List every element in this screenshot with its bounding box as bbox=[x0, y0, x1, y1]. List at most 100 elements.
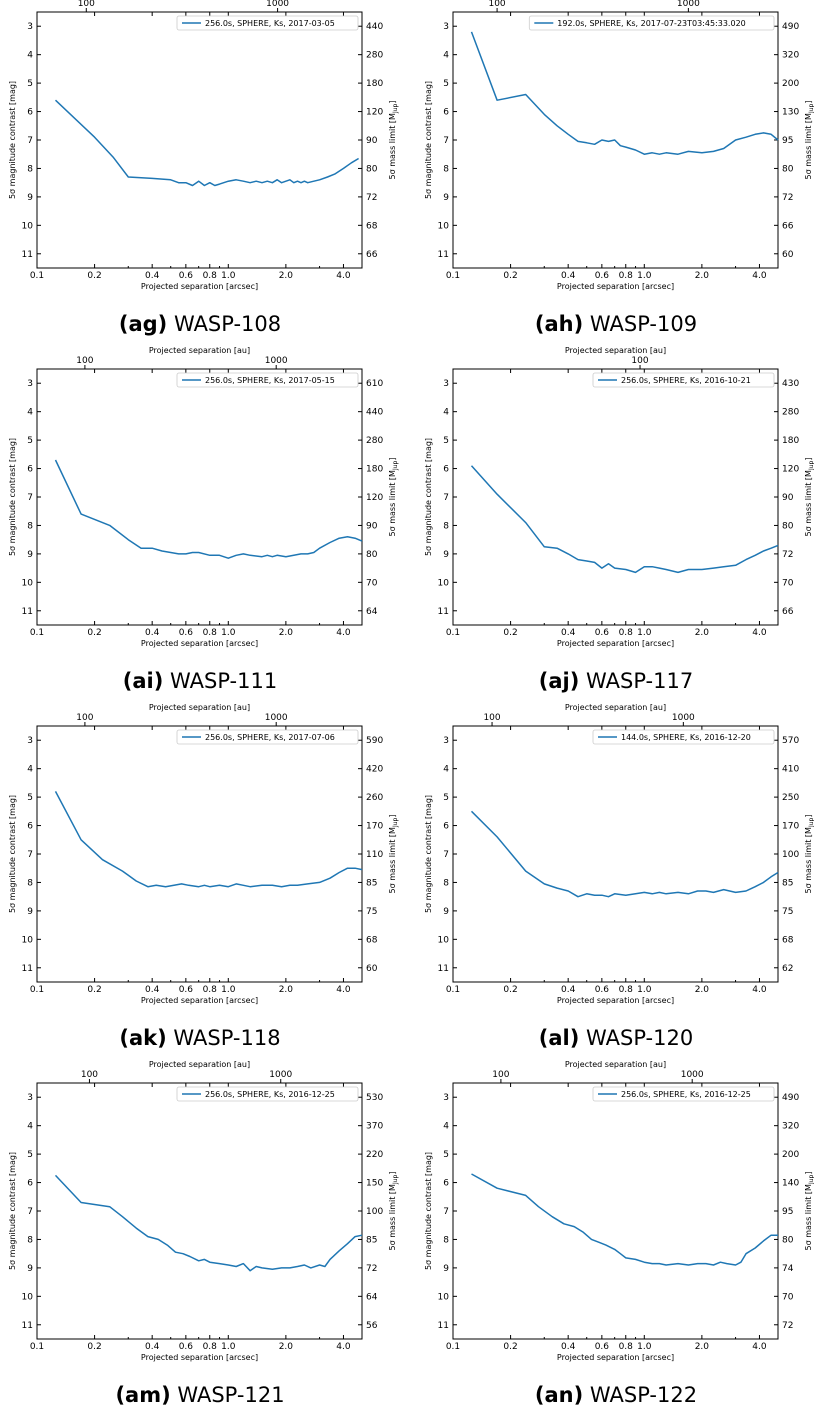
x-tick-label: 1.0 bbox=[637, 1342, 652, 1352]
plot-frame bbox=[36, 368, 363, 626]
y2-axis-label: 5σ mass limit [MJup] bbox=[804, 815, 814, 894]
y2-tick-label: 570 bbox=[782, 736, 799, 746]
y-axis-label: 5σ magnitude contrast [mag] bbox=[424, 1152, 433, 1270]
caption-target-name: WASP-108 bbox=[173, 312, 282, 336]
x2-tick-label: 100 bbox=[488, 0, 505, 9]
y2-tick-label: 320 bbox=[782, 1122, 799, 1132]
x-tick-label: 0.2 bbox=[87, 1342, 101, 1352]
y2-tick-label: 280 bbox=[782, 408, 799, 418]
y-tick-label: 5 bbox=[443, 793, 449, 803]
y-tick-label: 3 bbox=[443, 736, 449, 746]
legend-entry: 256.0s, SPHERE, Ks, 2016-12-25 bbox=[621, 1090, 751, 1099]
y2-tick-label: 85 bbox=[366, 1235, 377, 1245]
y2-axis-label-close: ] bbox=[388, 815, 397, 818]
y-tick-label: 4 bbox=[27, 1122, 33, 1132]
y2-tick-label: 85 bbox=[782, 878, 793, 888]
y2-axis-label-sub: Jup bbox=[808, 1174, 814, 1185]
x-tick-label: 0.4 bbox=[561, 985, 576, 995]
x2-tick-label: 1000 bbox=[269, 1070, 292, 1080]
x-tick-label: 0.6 bbox=[179, 1342, 194, 1352]
y-tick-label: 6 bbox=[443, 1179, 449, 1189]
legend-box bbox=[176, 372, 359, 388]
y2-tick-label: 70 bbox=[782, 1292, 794, 1302]
x-tick-label: 0.1 bbox=[30, 1342, 44, 1352]
y-tick-label: 7 bbox=[27, 1207, 33, 1217]
y-axis-label: 5σ magnitude contrast [mag] bbox=[424, 438, 433, 556]
contrast-curve-line bbox=[470, 810, 779, 898]
x-tick-label: 0.8 bbox=[619, 628, 634, 638]
y-tick-label: 7 bbox=[27, 136, 33, 146]
y-tick-label: 5 bbox=[443, 436, 449, 446]
y-tick-label: 10 bbox=[22, 935, 34, 945]
legend-entry: 256.0s, SPHERE, Ks, 2016-10-21 bbox=[621, 376, 751, 385]
y-tick-label: 11 bbox=[438, 250, 449, 260]
x-tick-label: 0.1 bbox=[446, 271, 460, 281]
y2-tick-label: 100 bbox=[366, 1207, 383, 1217]
y2-tick-label: 430 bbox=[782, 379, 799, 389]
contrast-curve-line bbox=[54, 99, 359, 187]
figure-caption: (am) WASP-121 bbox=[0, 1383, 400, 1407]
caption-label: (am) bbox=[115, 1383, 171, 1407]
x-tick-label: 0.1 bbox=[30, 628, 44, 638]
x2-axis-label: Projected separation [au] bbox=[565, 346, 666, 355]
legend-box bbox=[528, 15, 775, 31]
legend-box bbox=[176, 1086, 359, 1102]
y2-tick-label: 56 bbox=[366, 1321, 378, 1331]
figure-caption: (al) WASP-120 bbox=[416, 1026, 814, 1050]
x-tick-label: 0.6 bbox=[595, 1342, 610, 1352]
caption-label: (ai) bbox=[122, 669, 164, 693]
x-tick-label: 0.2 bbox=[503, 271, 517, 281]
y-tick-label: 11 bbox=[438, 964, 449, 974]
y2-tick-label: 68 bbox=[782, 935, 794, 945]
y2-tick-label: 320 bbox=[782, 51, 799, 61]
x2-axis-label: Projected separation [au] bbox=[149, 346, 250, 355]
y2-axis-label: 5σ mass limit [MJup] bbox=[804, 101, 814, 180]
y2-tick-label: 120 bbox=[782, 465, 799, 475]
y-tick-label: 3 bbox=[27, 22, 33, 32]
y2-tick-label: 74 bbox=[782, 1264, 794, 1274]
x-tick-label: 0.4 bbox=[561, 271, 576, 281]
x-tick-label: 4.0 bbox=[752, 985, 767, 995]
y-tick-label: 11 bbox=[438, 1321, 449, 1331]
y2-axis-label-close: ] bbox=[388, 458, 397, 461]
y2-axis-label-close: ] bbox=[804, 458, 813, 461]
y2-axis-label-sub: Jup bbox=[808, 817, 814, 828]
y-tick-label: 4 bbox=[443, 1122, 449, 1132]
x-tick-label: 0.2 bbox=[503, 1342, 517, 1352]
x-tick-label: 0.8 bbox=[619, 1342, 634, 1352]
y2-tick-label: 62 bbox=[782, 964, 793, 974]
caption-label: (ag) bbox=[118, 312, 168, 336]
y2-tick-label: 120 bbox=[366, 108, 383, 118]
y-tick-label: 9 bbox=[443, 907, 449, 917]
y-tick-label: 8 bbox=[443, 521, 449, 531]
y2-axis-label-main: 5σ mass limit [M bbox=[804, 1184, 813, 1251]
y-tick-label: 10 bbox=[22, 1292, 34, 1302]
y-tick-label: 3 bbox=[27, 1093, 33, 1103]
x-tick-label: 0.8 bbox=[203, 1342, 218, 1352]
y2-tick-label: 72 bbox=[782, 193, 793, 203]
x2-tick-label: 100 bbox=[78, 0, 95, 9]
legend-entry: 256.0s, SPHERE, Ks, 2016-12-25 bbox=[205, 1090, 335, 1099]
y-tick-label: 8 bbox=[27, 164, 33, 174]
y-axis-label: 5σ magnitude contrast [mag] bbox=[424, 81, 433, 199]
y-tick-label: 6 bbox=[443, 822, 449, 832]
y2-axis-label-main: 5σ mass limit [M bbox=[804, 113, 813, 180]
x-tick-label: 1.0 bbox=[221, 985, 236, 995]
y-tick-label: 11 bbox=[22, 964, 33, 974]
x-tick-label: 0.4 bbox=[145, 985, 160, 995]
y2-axis-label: 5σ mass limit [MJup] bbox=[804, 458, 814, 537]
contrast-curve-line bbox=[471, 1173, 778, 1266]
caption-target-name: WASP-118 bbox=[173, 1026, 281, 1050]
y2-tick-label: 110 bbox=[366, 850, 383, 860]
x-tick-label: 0.6 bbox=[595, 628, 610, 638]
legend-entry: 144.0s, SPHERE, Ks, 2016-12-20 bbox=[621, 733, 751, 742]
y-tick-label: 11 bbox=[22, 607, 33, 617]
y2-tick-label: 95 bbox=[782, 1207, 793, 1217]
y2-tick-label: 66 bbox=[366, 250, 378, 260]
y-tick-label: 5 bbox=[443, 1150, 449, 1160]
y2-tick-label: 610 bbox=[366, 379, 383, 389]
caption-label: (ah) bbox=[534, 312, 584, 336]
y2-tick-label: 70 bbox=[782, 578, 794, 588]
chart-panel: 0.1 0.2 0.4 0.6 0.8 1.0 2.0 4.0 3 4 5 6 7 8 9 10 11 530 37… bbox=[0, 1060, 400, 1419]
y2-axis-label: 5σ mass limit [MJup] bbox=[388, 458, 399, 537]
